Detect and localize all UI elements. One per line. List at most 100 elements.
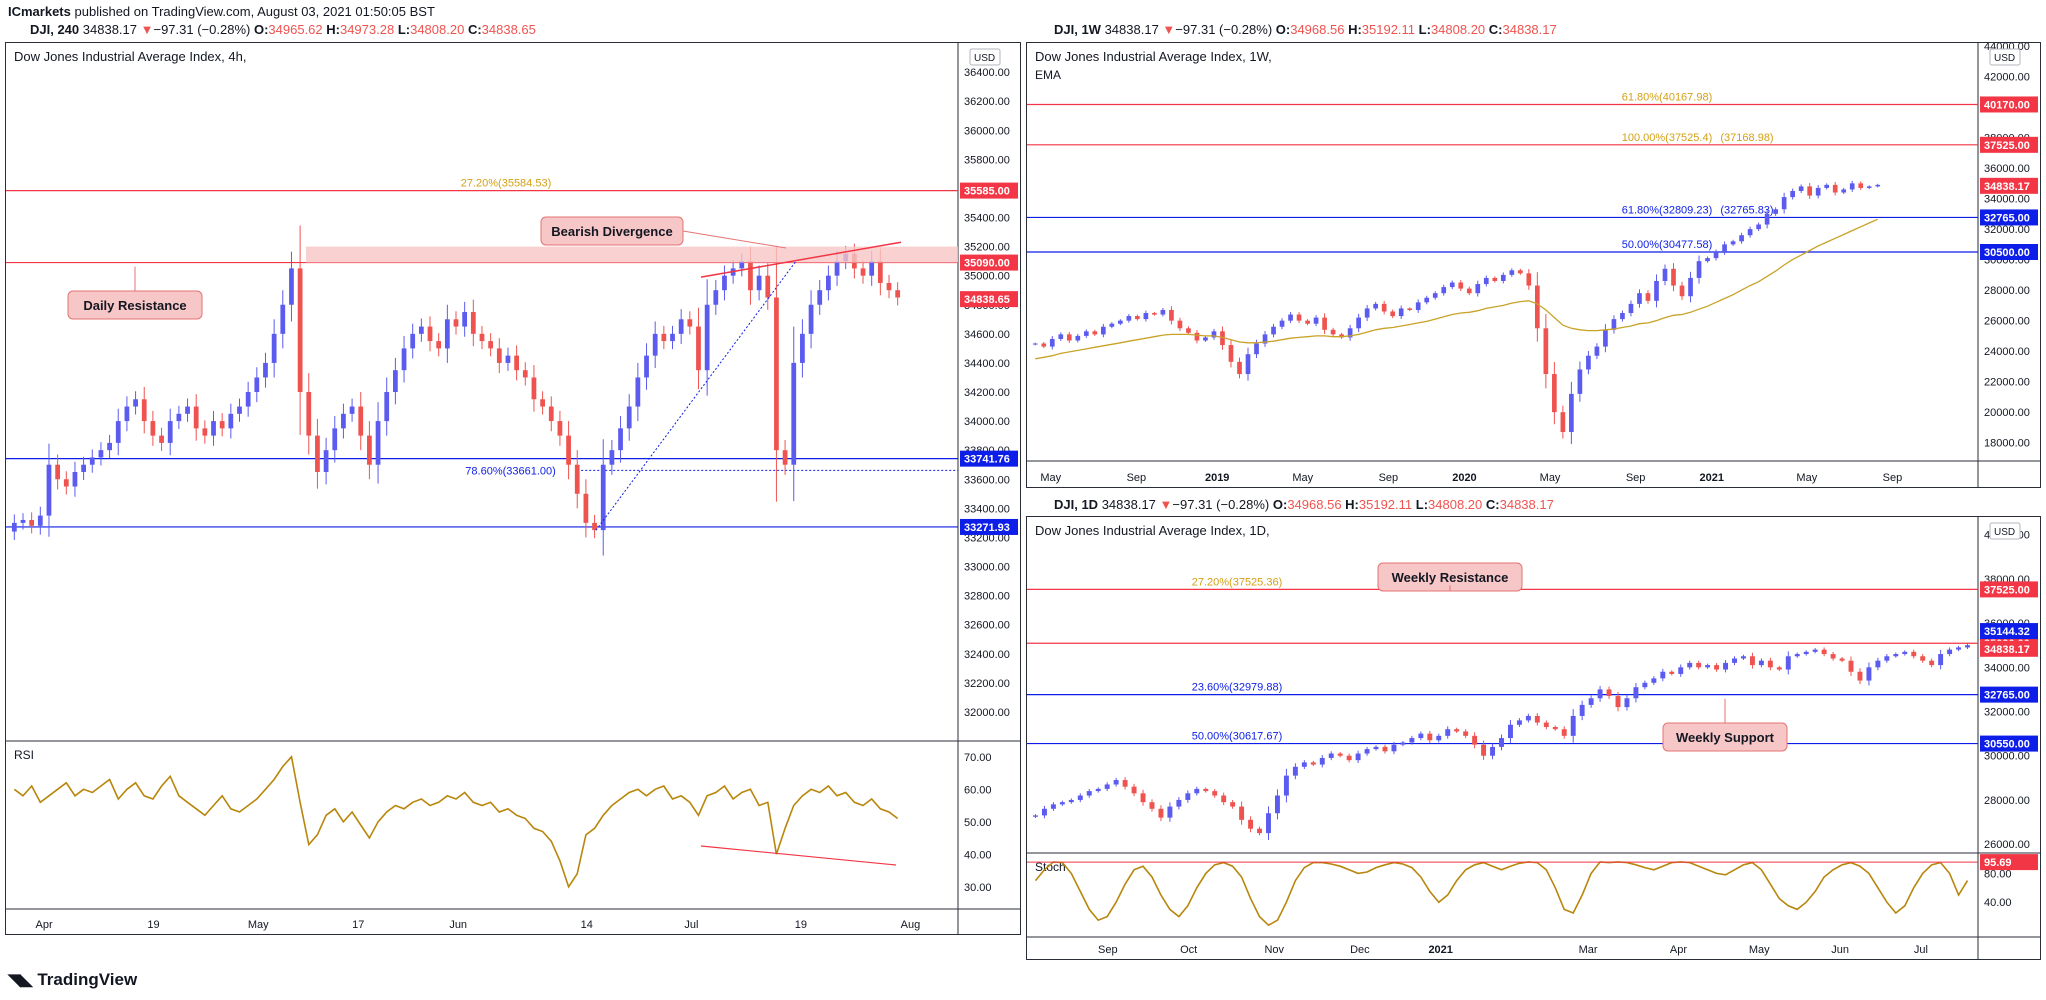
candle-body bbox=[46, 464, 52, 516]
candle-body bbox=[739, 261, 745, 269]
x-tick-label: 14 bbox=[581, 919, 593, 931]
candle-body bbox=[1092, 331, 1098, 335]
candle-body bbox=[133, 399, 138, 407]
oscillator-tick: 30.00 bbox=[964, 882, 992, 894]
x-tick-label: May bbox=[1292, 472, 1313, 484]
x-tick-label: Sep bbox=[1127, 472, 1147, 484]
candle-body bbox=[652, 333, 658, 356]
candle-body bbox=[1328, 753, 1334, 758]
candle-body bbox=[1543, 328, 1549, 375]
y-tick-label: 36000.00 bbox=[1984, 163, 2030, 175]
candle-body bbox=[1398, 308, 1404, 317]
candle-body bbox=[1186, 328, 1191, 333]
daily-resistance-callout-label: Daily Resistance bbox=[83, 298, 186, 313]
candle-body bbox=[1296, 314, 1302, 321]
candle-body bbox=[1866, 186, 1872, 188]
x-tick-label: 17 bbox=[352, 919, 364, 931]
last-price: 34838.17 bbox=[79, 22, 141, 37]
chart-panel-4h[interactable]: 36400.0036200.0036000.0035800.0035600.00… bbox=[5, 42, 1021, 935]
candle-body bbox=[1149, 802, 1155, 809]
candle-body bbox=[531, 377, 537, 400]
candle-body bbox=[1436, 735, 1442, 741]
divergence-rsi-line bbox=[700, 845, 897, 866]
fib-level-label: 78.60%(33661.00) bbox=[465, 465, 556, 477]
candle-body bbox=[1764, 213, 1770, 225]
candle-body bbox=[1552, 727, 1558, 730]
tradingview-brand[interactable]: ◥◣ TradingView bbox=[8, 970, 137, 990]
candle-body bbox=[1059, 802, 1065, 805]
candle-body bbox=[1382, 746, 1388, 752]
candle-body bbox=[1723, 662, 1729, 670]
last-price: 34838.17 bbox=[1098, 497, 1160, 512]
candle-body bbox=[1177, 320, 1183, 329]
x-tick-label: May bbox=[1540, 472, 1561, 484]
candle-body bbox=[1758, 660, 1764, 666]
candle-body bbox=[1654, 280, 1659, 301]
low-value: 34808.20 bbox=[410, 22, 468, 37]
candle-body bbox=[323, 450, 329, 472]
y-tick-label: 32400.00 bbox=[964, 649, 1010, 661]
candle-body bbox=[341, 413, 346, 429]
level-price-tag bbox=[1980, 136, 2038, 153]
candle-body bbox=[1449, 282, 1455, 288]
candle-body bbox=[1245, 354, 1251, 375]
chart-panel-1w[interactable]: 44000.0042000.0040000.0038000.0036000.00… bbox=[1026, 41, 2041, 488]
tradingview-wordmark: TradingView bbox=[37, 970, 138, 989]
candle-body bbox=[1220, 331, 1225, 346]
x-tick-label: Sep bbox=[1098, 944, 1118, 956]
y-tick-label: 35400.00 bbox=[964, 213, 1010, 225]
candle-body bbox=[1075, 335, 1081, 341]
candle-body bbox=[505, 355, 511, 363]
candle-body bbox=[1135, 316, 1140, 320]
x-tick-label: Sep bbox=[1626, 472, 1646, 484]
candle-body bbox=[1525, 715, 1531, 721]
candle-body bbox=[1642, 682, 1648, 688]
candle-body bbox=[808, 304, 814, 334]
candle-body bbox=[1041, 343, 1047, 347]
candle-body bbox=[774, 297, 779, 451]
chart-1w-svg[interactable]: 44000.0042000.0040000.0038000.0036000.00… bbox=[1027, 41, 2040, 487]
candle-body bbox=[1517, 270, 1523, 274]
candle-body bbox=[877, 261, 883, 283]
publisher-name[interactable]: ICmarkets bbox=[8, 4, 71, 19]
chart-4h-svg[interactable]: 36400.0036200.0036000.0035800.0035600.00… bbox=[6, 43, 1020, 934]
candle-body bbox=[1058, 334, 1064, 339]
candle-body bbox=[1454, 729, 1460, 732]
candle-body bbox=[782, 450, 788, 465]
x-tick-label: Sep bbox=[1883, 472, 1903, 484]
candle-body bbox=[418, 326, 424, 334]
change-arrow-icon: ▼ bbox=[1159, 497, 1173, 512]
candle-body bbox=[245, 392, 251, 407]
candle-body bbox=[1577, 369, 1583, 394]
candle-body bbox=[1068, 799, 1074, 803]
candle-body bbox=[1628, 303, 1634, 314]
candle-body bbox=[358, 406, 364, 436]
candle-body bbox=[55, 464, 61, 480]
candle-body bbox=[297, 268, 303, 392]
candle-body bbox=[626, 406, 632, 429]
oscillator-tick: 60.00 bbox=[964, 784, 992, 796]
candle-body bbox=[1346, 755, 1352, 761]
candle-body bbox=[1499, 738, 1504, 747]
candle-body bbox=[375, 421, 381, 465]
chart-title: Dow Jones Industrial Average Index, 1D, bbox=[1035, 523, 1270, 538]
candle-body bbox=[1671, 268, 1676, 286]
candle-body bbox=[1407, 308, 1413, 310]
candle-body bbox=[1283, 775, 1289, 796]
candle-body bbox=[1756, 224, 1761, 230]
candle-body bbox=[1911, 651, 1917, 657]
x-tick-label: Apr bbox=[1670, 944, 1687, 956]
candle-body bbox=[1509, 270, 1515, 275]
candle-body bbox=[540, 399, 545, 407]
candle-body bbox=[444, 319, 450, 349]
candle-body bbox=[635, 377, 641, 407]
chart-panel-1d[interactable]: 40000.0038000.0036000.0034000.0032000.00… bbox=[1026, 516, 2041, 960]
publish-header: ICmarkets published on TradingView.com, … bbox=[8, 4, 435, 19]
candle-body bbox=[1415, 302, 1421, 310]
currency-badge bbox=[1989, 522, 2021, 540]
level-price-label: 32765.00 bbox=[1984, 212, 2030, 224]
chart-1d-svg[interactable]: 40000.0038000.0036000.0034000.0032000.00… bbox=[1027, 517, 2040, 959]
y-tick-label: 33000.00 bbox=[964, 562, 1010, 574]
candle-body bbox=[1118, 320, 1123, 324]
candle-body bbox=[1824, 184, 1830, 188]
